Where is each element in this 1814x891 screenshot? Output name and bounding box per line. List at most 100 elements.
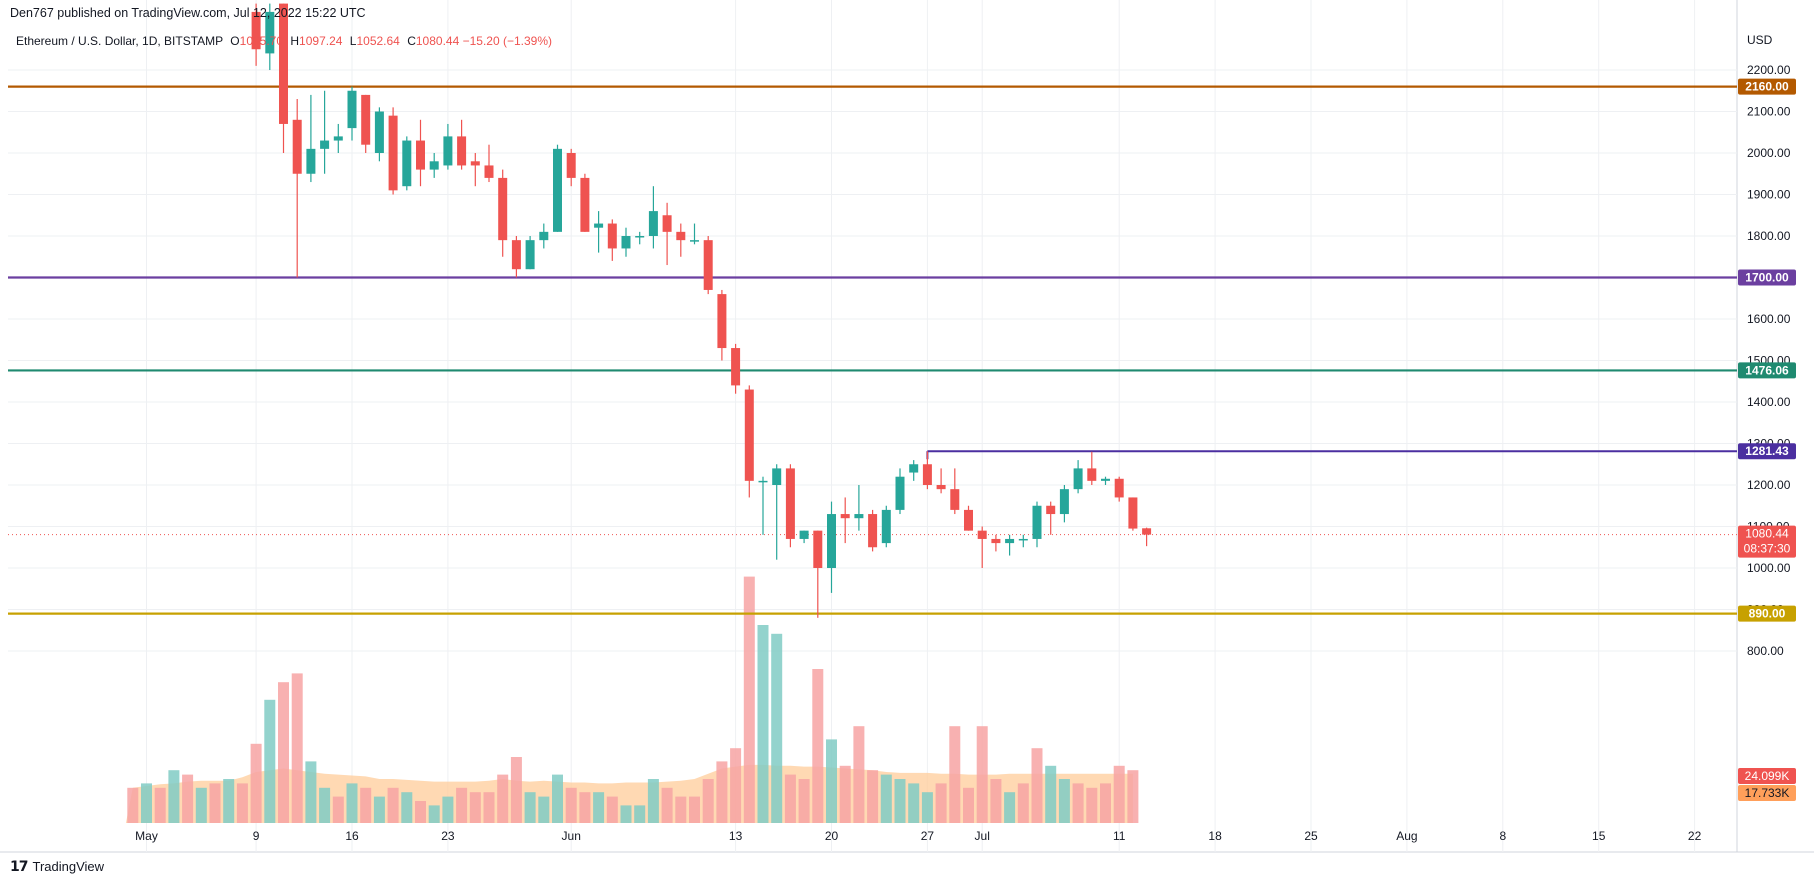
volume-bar bbox=[182, 774, 194, 823]
candle-body bbox=[813, 530, 823, 568]
candle-body bbox=[251, 11, 261, 50]
candle-body bbox=[717, 294, 727, 349]
candle-body bbox=[388, 115, 398, 191]
candle-body bbox=[676, 231, 686, 241]
candle-body bbox=[607, 223, 617, 249]
volume-bar bbox=[497, 774, 509, 823]
candle-body bbox=[772, 468, 782, 485]
volume-bar bbox=[606, 796, 618, 823]
volume-bar bbox=[949, 726, 961, 823]
volume-bar bbox=[415, 801, 426, 823]
time-tick-label: 8 bbox=[1499, 829, 1506, 843]
candle-body bbox=[991, 538, 1001, 544]
candle-body bbox=[361, 94, 371, 145]
candle-body bbox=[594, 223, 604, 228]
time-tick-label: 27 bbox=[921, 829, 935, 843]
volume-bar bbox=[250, 743, 262, 823]
volume-bar bbox=[510, 757, 522, 823]
tradingview-branding[interactable]: 𝟭𝟳 TradingView bbox=[10, 858, 104, 875]
price-tick-label: 2100.00 bbox=[1747, 105, 1791, 119]
candle-body bbox=[347, 90, 357, 129]
price-tick-label: 2000.00 bbox=[1747, 146, 1791, 160]
volume-bar bbox=[1031, 748, 1043, 823]
price-tick-label: 1900.00 bbox=[1747, 188, 1791, 202]
volume-bar bbox=[963, 787, 974, 823]
countdown-label: 08:37:30 bbox=[1744, 542, 1791, 556]
high-label: H bbox=[290, 34, 300, 48]
price-tick-label: 1800.00 bbox=[1747, 229, 1791, 243]
candle-body bbox=[429, 161, 439, 170]
candle-body bbox=[1087, 468, 1097, 481]
volume-bar bbox=[798, 779, 810, 823]
volume-bar bbox=[291, 673, 303, 823]
level-price-tag: 1476.06 bbox=[1745, 363, 1789, 377]
volume-bar bbox=[921, 792, 933, 823]
candle-body bbox=[470, 161, 480, 166]
candle-body bbox=[662, 215, 672, 232]
candle-body bbox=[539, 231, 549, 241]
tradingview-logo-icon: 𝟭𝟳 bbox=[10, 858, 29, 874]
volume-bar bbox=[908, 783, 920, 823]
volume-tag: 24.099K bbox=[1745, 769, 1790, 783]
volume-bar bbox=[730, 748, 742, 823]
candle-body bbox=[648, 211, 658, 236]
candle-body bbox=[553, 148, 562, 232]
candle-body bbox=[1018, 538, 1028, 541]
volume-bar bbox=[675, 796, 687, 823]
volume-bar bbox=[853, 726, 865, 823]
candle-body bbox=[1032, 505, 1042, 539]
candle-body bbox=[1073, 468, 1083, 490]
candle-body bbox=[868, 514, 878, 548]
time-tick-label: 16 bbox=[345, 829, 359, 843]
volume-bar bbox=[894, 779, 906, 823]
candle-body bbox=[1046, 505, 1056, 515]
volume-bar bbox=[387, 787, 399, 823]
low-label: L bbox=[349, 34, 357, 48]
volume-bar bbox=[1127, 770, 1139, 823]
volume-bar bbox=[689, 796, 700, 823]
volume-bar bbox=[661, 787, 673, 823]
volume-bar bbox=[127, 787, 139, 823]
volume-bar bbox=[332, 796, 344, 823]
volume-bar bbox=[579, 792, 591, 823]
level-price-tag-bg bbox=[1738, 78, 1796, 95]
candle-body bbox=[1101, 478, 1110, 481]
symbol-legend: Ethereum / U.S. Dollar, 1D, BITSTAMP O10… bbox=[16, 34, 552, 48]
level-price-tag-bg bbox=[1738, 605, 1796, 622]
volume-tag-bg bbox=[1738, 768, 1796, 784]
candle-body bbox=[443, 136, 453, 166]
volume-bar bbox=[524, 792, 536, 823]
low-value: 1052.64 bbox=[356, 34, 400, 48]
close-value: 1080.44 bbox=[415, 34, 460, 48]
close-label: C bbox=[407, 34, 416, 48]
level-price-tag-bg bbox=[1738, 362, 1796, 379]
time-tick-label: 9 bbox=[253, 829, 260, 843]
published-by: Den767 published on TradingView.com, Jul… bbox=[10, 6, 366, 20]
candle-body bbox=[635, 236, 645, 238]
candle-body bbox=[922, 464, 932, 485]
time-tick-label: 25 bbox=[1304, 829, 1318, 843]
candle-body bbox=[484, 165, 494, 178]
currency-label: USD bbox=[1747, 33, 1773, 47]
time-tick-label: 13 bbox=[729, 829, 743, 843]
volume-bar bbox=[771, 633, 783, 823]
volume-bar bbox=[1004, 792, 1016, 823]
candle-body bbox=[977, 530, 987, 539]
time-tick-label: Jul bbox=[975, 829, 990, 843]
level-price-tag: 1700.00 bbox=[1745, 271, 1789, 285]
last-price-tag-bg bbox=[1738, 525, 1796, 558]
volume-bar bbox=[346, 783, 358, 823]
price-tick-label: 1600.00 bbox=[1747, 312, 1791, 326]
volume-bar bbox=[552, 774, 563, 823]
candle-body bbox=[306, 148, 316, 174]
time-tick-label: May bbox=[135, 829, 158, 843]
candle-body bbox=[964, 509, 973, 531]
candle-body bbox=[333, 136, 343, 141]
volume-bar bbox=[880, 774, 892, 823]
candle-body bbox=[758, 480, 768, 483]
volume-bar bbox=[428, 805, 440, 823]
price-tick-label: 800.00 bbox=[1747, 644, 1784, 658]
time-tick-label: 18 bbox=[1208, 829, 1222, 843]
